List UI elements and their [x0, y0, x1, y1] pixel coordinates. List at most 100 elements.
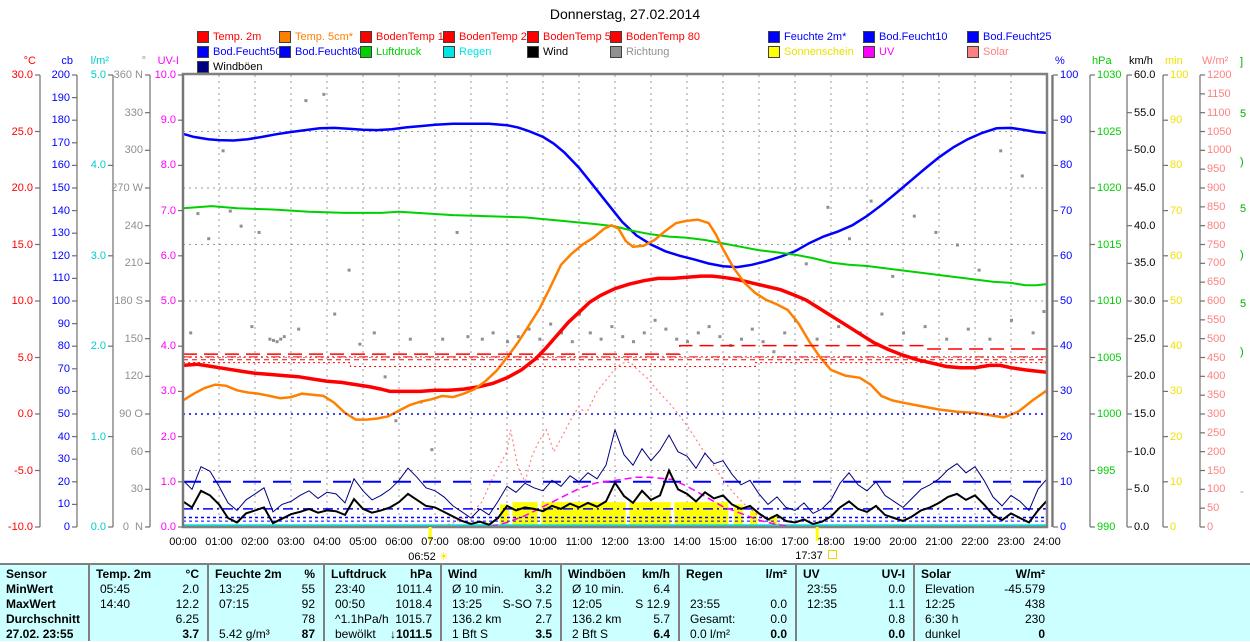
time-label[interactable]: 16:00: [745, 536, 773, 548]
wind-direction-dot: [750, 327, 754, 331]
table-cell-text: 1 Bft S: [452, 627, 489, 641]
legend-item-feuchte-2m-[interactable]: Feuchte 2m*: [768, 30, 846, 43]
legend-item-temp-2m[interactable]: Temp. 2m: [197, 30, 261, 43]
axis-tick-label-cb: 190: [51, 91, 70, 104]
sunshine-bar: [629, 502, 671, 527]
legend-item-bodentemp-50[interactable]: BodenTemp 50: [527, 30, 617, 43]
time-label[interactable]: 09:00: [493, 536, 521, 548]
legend-label: Richtung: [626, 45, 670, 58]
time-label[interactable]: 04:00: [313, 536, 341, 548]
table-header-regen: Regen: [686, 567, 723, 581]
time-label[interactable]: 00:00: [169, 536, 197, 548]
legend-item-temp-5cm-[interactable]: Temp. 5cm*: [279, 30, 353, 43]
time-label[interactable]: 21:00: [925, 536, 953, 548]
table-cell-value: 2.7: [535, 612, 552, 626]
axis-tick-label-wm2: 1100: [1207, 106, 1231, 119]
table-cell-value: 1018.4: [395, 597, 432, 611]
table-cell-value: 87: [301, 627, 315, 641]
legend-label: Luftdruck: [376, 45, 422, 58]
axis-tick-label-uvi: 3.0: [160, 385, 176, 398]
axis-tick-label-deg: 210: [124, 257, 143, 270]
time-label[interactable]: 08:00: [457, 536, 485, 548]
table-cell-text: ^1.1hPa/h: [335, 612, 389, 626]
axis-tick-label-wm2: 800: [1207, 219, 1226, 232]
axis-tick-label-min: 90: [1170, 114, 1183, 127]
time-label[interactable]: 17:00: [781, 536, 809, 548]
table-cell-text: 2 Bft S: [572, 627, 609, 641]
axis-tick-label-wm2: 1200: [1207, 69, 1232, 81]
time-label[interactable]: 24:00: [1033, 536, 1061, 548]
axis-tick-label-uvi: 1.0: [160, 475, 176, 488]
axis-tick-label-hPa: 1000: [1097, 408, 1122, 420]
legend-item-bod-feucht80[interactable]: Bod.Feucht80: [279, 45, 364, 58]
legend-item-wind[interactable]: Wind: [527, 45, 568, 58]
legend-item-bod-feucht10[interactable]: Bod.Feucht10: [863, 30, 948, 43]
legend-item-windb-en[interactable]: Windböen: [197, 60, 263, 73]
time-label[interactable]: 15:00: [709, 536, 737, 548]
series-luftdruck: [182, 205, 1048, 287]
legend-item-bodentemp-80[interactable]: BodenTemp 80: [610, 30, 700, 43]
time-label[interactable]: 06:00: [385, 536, 413, 548]
wind-direction-dot: [358, 342, 362, 346]
time-label[interactable]: 11:00: [565, 536, 593, 548]
time-label[interactable]: 01:00: [205, 536, 233, 548]
legend-item-bod-feucht50[interactable]: Bod.Feucht50: [197, 45, 282, 58]
legend-swatch: [527, 30, 539, 43]
time-label[interactable]: 05:00: [349, 536, 377, 548]
time-label[interactable]: 12:00: [601, 536, 629, 548]
time-label[interactable]: 14:00: [673, 536, 701, 548]
wind-direction-dot: [455, 230, 459, 234]
time-label[interactable]: 18:00: [817, 536, 845, 548]
table-header-feuchte-2m: Feuchte 2m: [215, 567, 282, 581]
table-cell-value: 6.4: [653, 627, 670, 641]
axis-tick-label-kmh: 20.0: [1134, 370, 1156, 383]
legend-label: Solar: [983, 45, 1009, 58]
time-label[interactable]: 22:00: [961, 536, 989, 548]
axis-tick-label-degC: 10.0: [11, 295, 33, 307]
time-label[interactable]: 13:00: [637, 536, 665, 548]
wind-direction-dot: [696, 331, 700, 335]
table-cell-value: 12.2: [175, 597, 199, 611]
axis-tick-label-percent: 40: [1060, 340, 1073, 353]
legend-swatch: [360, 45, 372, 58]
table-column-separator: [560, 565, 562, 641]
axis-tick-label-kmh: 50.0: [1134, 144, 1156, 157]
sun-icon: ☀: [435, 551, 449, 563]
legend-item-bodentemp-10[interactable]: BodenTemp 10: [360, 30, 450, 43]
legend-item-bod-feucht25[interactable]: Bod.Feucht25: [967, 30, 1052, 43]
axis-tick-label-hPa: 995: [1097, 464, 1116, 477]
time-label[interactable]: 03:00: [277, 536, 305, 548]
legend-swatch: [197, 45, 209, 58]
time-label[interactable]: 10:00: [529, 536, 557, 548]
time-label[interactable]: 02:00: [241, 536, 269, 548]
table-header-unit: %: [304, 567, 315, 581]
axis-unit-degC: °C: [23, 55, 36, 67]
legend-item-solar[interactable]: Solar: [967, 45, 1009, 58]
time-label[interactable]: 19:00: [853, 536, 881, 548]
axis-tick-label-cb: 50: [57, 408, 70, 420]
legend-item-bodentemp-25[interactable]: BodenTemp 25: [443, 30, 533, 43]
axis-tick-label-lm2: 3.0: [90, 249, 106, 262]
legend-swatch: [279, 45, 291, 58]
axis-tick-label-cb: 40: [57, 430, 70, 443]
table-cell-text: 00:50: [335, 597, 366, 611]
wind-direction-dot: [653, 318, 657, 322]
legend-item-regen[interactable]: Regen: [443, 45, 491, 58]
time-label[interactable]: 20:00: [889, 536, 917, 548]
table-column-separator: [88, 565, 90, 641]
legend-item-uv[interactable]: UV: [863, 45, 894, 58]
legend-swatch: [967, 30, 979, 43]
table-column-separator: [323, 565, 325, 641]
legend-item-sonnenschein[interactable]: Sonnenschein: [768, 45, 854, 58]
legend-item-luftdruck[interactable]: Luftdruck: [360, 45, 421, 58]
table-cell-text: 07:15: [219, 597, 250, 611]
axis-tick-label-wm2: 700: [1207, 257, 1226, 270]
table-cell-value: 0: [1038, 627, 1045, 641]
legend-label: Bod.Feucht10: [879, 30, 948, 43]
clipped-fragment: 5: [1240, 298, 1247, 310]
time-label[interactable]: 23:00: [997, 536, 1025, 548]
time-label[interactable]: 07:00: [421, 536, 449, 548]
wind-direction-dot: [228, 209, 232, 213]
wind-direction-dot: [304, 99, 308, 103]
legend-item-richtung[interactable]: Richtung: [610, 45, 669, 58]
